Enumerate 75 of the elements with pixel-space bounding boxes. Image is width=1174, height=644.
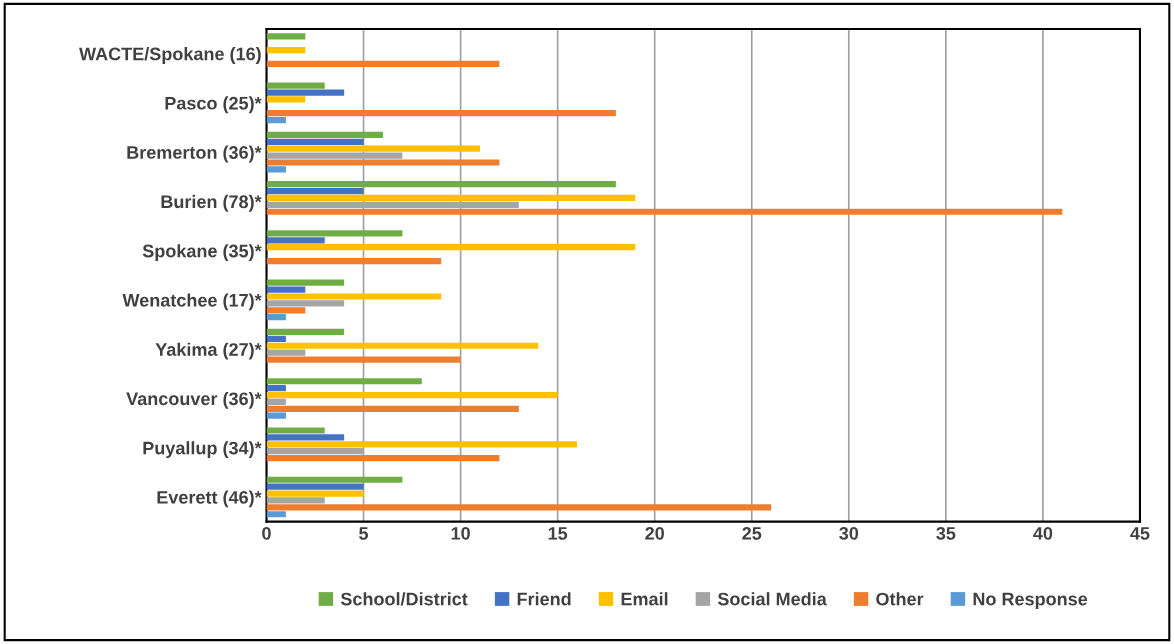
legend-label: Other: [876, 592, 924, 606]
bar: [266, 434, 345, 441]
x-tick-label: 45: [1130, 527, 1150, 540]
y-tick-label: Yakima (27)*: [155, 342, 262, 360]
bar: [266, 279, 345, 286]
bar: [266, 497, 325, 504]
bar: [266, 110, 616, 117]
bar: [266, 208, 1063, 215]
bar: [266, 490, 364, 497]
bar: [266, 187, 364, 195]
legend-label: Email: [621, 592, 668, 606]
legend-label: Social Media: [717, 592, 827, 606]
bar: [266, 314, 286, 321]
x-tick-label: 10: [451, 526, 470, 540]
bar: [266, 300, 345, 307]
bar: [266, 293, 442, 300]
bar: [266, 342, 539, 349]
bar: [266, 230, 403, 237]
y-tick-label: Wenatchee (17)*: [122, 293, 262, 311]
bar: [266, 511, 286, 518]
bar: [266, 60, 500, 68]
bar: [266, 412, 286, 419]
x-tick-label: 0: [262, 526, 271, 540]
bar: [266, 328, 345, 336]
bar: [266, 33, 306, 40]
bar: [266, 398, 286, 406]
bar: [266, 194, 636, 202]
y-tick-label: Puyallup (34)*: [143, 441, 262, 459]
y-tick-label: Spokane (35)*: [142, 244, 262, 261]
x-tick-label: 15: [548, 527, 568, 540]
bar: [266, 82, 325, 89]
legend-label: No Response: [973, 592, 1088, 610]
bar: [266, 385, 286, 392]
bar: [266, 181, 616, 188]
bar: [266, 117, 286, 124]
bar: [266, 152, 403, 159]
bar: [266, 145, 481, 152]
bar: [266, 159, 500, 166]
bar: [266, 391, 558, 399]
bar: [266, 96, 306, 103]
bar: [266, 131, 383, 139]
x-tick-label: 30: [839, 526, 859, 540]
legend-label: Friend: [517, 592, 571, 606]
bar: [266, 405, 519, 412]
bar: [266, 166, 286, 173]
y-tick-label: Burien (78)*: [161, 194, 262, 212]
x-tick-label: 35: [936, 526, 956, 540]
bar: [266, 483, 364, 490]
bar: [266, 427, 325, 434]
x-tick-label: 5: [359, 527, 369, 540]
bar: [266, 47, 306, 54]
y-tick-label: Bremerton (36)*: [127, 145, 262, 163]
bar: [266, 89, 345, 96]
bar: [266, 349, 306, 356]
bar: [266, 454, 500, 462]
y-tick-label: Pasco (25)*: [165, 96, 262, 114]
bar: [266, 307, 306, 314]
bar: [266, 335, 286, 342]
bar: [266, 476, 403, 483]
bar: [266, 504, 772, 511]
y-tick-label: Vancouver (36)*: [126, 391, 262, 409]
bar: [266, 441, 578, 448]
bar: [266, 286, 306, 293]
bar: [266, 244, 636, 251]
y-tick-label: WACTE/Spokane (16): [79, 47, 261, 64]
x-tick-label: 40: [1033, 526, 1053, 540]
bar: [266, 237, 325, 244]
bar: [266, 378, 422, 385]
bar: [266, 257, 442, 265]
bar: [266, 356, 461, 363]
y-tick-label: Everett (46)*: [157, 490, 262, 508]
x-tick-label: 20: [645, 526, 664, 540]
bar: [266, 138, 364, 145]
x-tick-label: 25: [742, 526, 762, 540]
legend-label: School/District: [340, 592, 468, 606]
